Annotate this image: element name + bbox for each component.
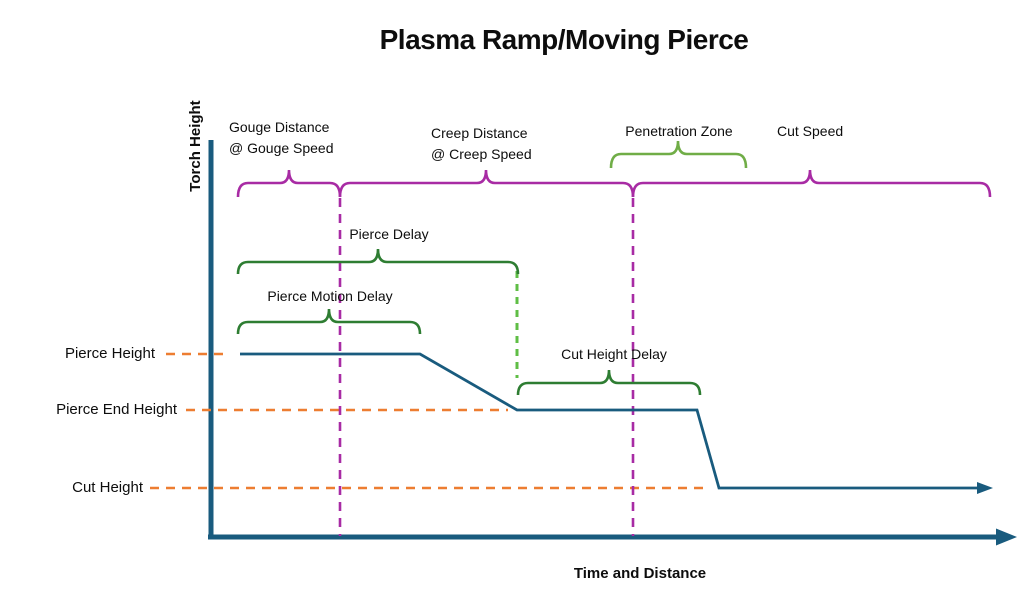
gouge-distance-label-line1: Gouge Distance (229, 119, 330, 135)
x-axis-label: Time and Distance (573, 565, 707, 582)
gouge-distance-label: Gouge Distance @ Gouge Speed (229, 117, 334, 159)
creep-distance-label-line2: @ Creep Speed (431, 146, 532, 162)
pierce-motion-delay-brace (236, 308, 422, 335)
creep-distance-label: Creep Distance @ Creep Speed (431, 123, 532, 165)
x-axis-arrowhead (996, 528, 1017, 546)
gouge-distance-brace (236, 169, 342, 198)
cut-speed-label: Cut Speed (777, 123, 844, 139)
pierce-delay-label: Pierce Delay (349, 226, 429, 242)
pierce-motion-delay-label: Pierce Motion Delay (267, 288, 393, 304)
penetration-zone-label: Penetration Zone (625, 123, 733, 139)
penetration-zone-brace (609, 140, 748, 169)
cut-height-delay-label: Cut Height Delay (561, 346, 667, 362)
creep-distance-brace (338, 169, 635, 198)
cut-height-label: Cut Height (72, 479, 143, 496)
cut-speed-brace (631, 169, 992, 198)
torch-height-profile-line (240, 352, 980, 490)
creep-distance-label-line1: Creep Distance (431, 125, 528, 141)
torch-height-profile-arrowhead (977, 482, 993, 494)
cut-height-delay-brace (516, 369, 702, 396)
pierce-delay-brace (236, 248, 520, 275)
diagram-title: Plasma Ramp/Moving Pierce (379, 24, 749, 55)
pierce-height-label: Pierce Height (64, 345, 155, 362)
y-axis-label: Torch Height (187, 100, 204, 192)
pierce-end-height-label: Pierce End Height (56, 401, 177, 418)
gouge-distance-label-line2: @ Gouge Speed (229, 140, 334, 156)
